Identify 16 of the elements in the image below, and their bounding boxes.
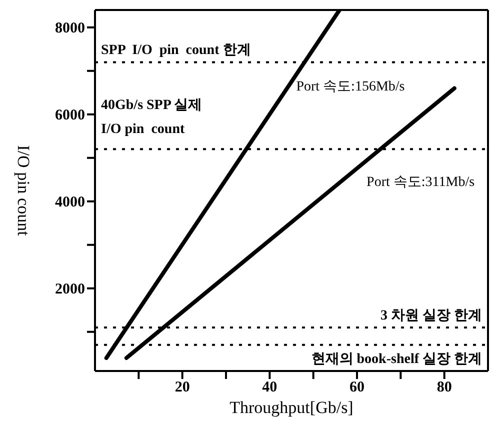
- y-axis-title: I/O pin count: [14, 145, 33, 236]
- x-tick-label: 40: [262, 380, 278, 396]
- y-tick-label: 8000: [55, 20, 85, 37]
- x-tick-label: 60: [350, 380, 364, 396]
- x-axis-title: Throughput[Gb/s]: [230, 398, 354, 417]
- y-tick-label: 6000: [55, 108, 85, 124]
- ref-line-label: 3 차원 실장 한계: [380, 308, 482, 324]
- y-tick-label: 4000: [55, 194, 85, 211]
- y-tick-label: 2000: [55, 282, 85, 298]
- ref-line-label: 40Gb/s SPP 실제 I/O pin count: [101, 98, 202, 138]
- x-tick-label: 80: [436, 380, 452, 396]
- series-label: Port 속도:156Mb/s: [296, 80, 405, 95]
- series-label: Port 속도:311Mb/s: [366, 174, 475, 190]
- ref-line-label: SPP I/O pin count 한계: [101, 43, 251, 58]
- ref-line-label: 현재의 book-shelf 실장 한계: [311, 352, 482, 367]
- x-tick-label: 20: [174, 380, 190, 396]
